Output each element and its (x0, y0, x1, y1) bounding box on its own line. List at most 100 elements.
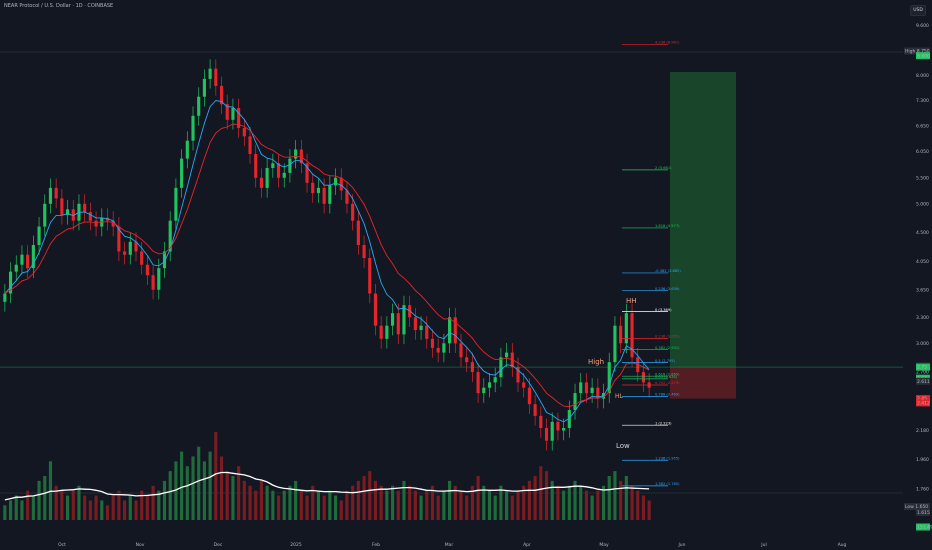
candle-down (351, 203, 355, 221)
volume-bar-down (641, 495, 646, 520)
volume-bar-down (88, 500, 92, 520)
volume-bar-down (345, 490, 349, 520)
candle-down (596, 387, 600, 399)
volume-bar-up (487, 490, 492, 520)
candle-up (66, 209, 70, 215)
volume-bar-down (254, 490, 258, 520)
y-tick-label: 3.000 (916, 341, 929, 347)
volume-bar-down (647, 500, 651, 520)
candle-up (493, 377, 497, 383)
price-axis (903, 0, 932, 550)
fib-label: 2 (5.661) (655, 166, 672, 170)
price-label-text: 8.600 (917, 53, 930, 59)
volume-bar-up (202, 461, 206, 520)
candle-down (522, 382, 526, 388)
candle-down (26, 254, 30, 269)
volume-bar-up (573, 480, 577, 520)
price-label-text: 1.615 (917, 510, 930, 516)
candle-down (544, 428, 549, 441)
volume-bar-down (430, 485, 435, 520)
candle-down (54, 187, 58, 199)
candle-up (562, 428, 566, 431)
ema-slow-line (4, 123, 650, 408)
fib-label: 1.236 (1.955) (655, 456, 680, 460)
candle-up (180, 158, 184, 188)
y-tick-label: 5.000 (916, 201, 929, 207)
volume-bar-up (191, 456, 195, 520)
volume-bar-down (544, 471, 549, 520)
volume-bar-up (180, 451, 184, 520)
volume-bar-up (271, 490, 275, 520)
candle-down (396, 313, 400, 335)
price-label-text: 2.45 (917, 396, 927, 402)
volume-bar-up (3, 505, 7, 520)
candle-down (88, 212, 92, 221)
y-tick-label: 2.700 (916, 370, 929, 376)
volume-bar-down (225, 471, 229, 520)
candle-up (442, 343, 446, 353)
fib-label: 1 (2.223) (655, 421, 672, 425)
candle-down (356, 220, 360, 245)
volume-bar-up (613, 471, 617, 520)
fib-label: 0.5 (2.795) (655, 359, 676, 363)
volume-bar-up (14, 495, 18, 520)
price-label-text: 2.412 (917, 400, 930, 406)
candle-up (613, 325, 617, 363)
candle-down (516, 367, 520, 383)
candle-down (465, 357, 469, 363)
volume-bar-up (328, 490, 332, 520)
volume-bar-down (413, 490, 417, 520)
candle-down (339, 177, 343, 191)
candle-up (607, 362, 611, 394)
candle-down (362, 244, 366, 258)
volume-bar-down (373, 480, 378, 520)
volume-bar-up (505, 490, 509, 520)
volume-bar-down (276, 495, 281, 520)
candle-down (145, 264, 149, 276)
fib-label: 0.382 (2.931) (655, 346, 680, 350)
candle-down (214, 68, 218, 86)
volume-bar-up (100, 500, 104, 520)
candle-up (385, 325, 389, 339)
volume-bar-up (567, 485, 571, 520)
candle-up (48, 187, 53, 204)
candle-down (305, 163, 309, 183)
candle-down (219, 85, 224, 105)
x-tick-label: Jun (677, 542, 685, 548)
currency-button[interactable]: USD (910, 5, 926, 16)
candle-down (556, 421, 560, 431)
volume-bar-up (8, 500, 13, 520)
volume-bar-down (630, 485, 634, 520)
volume-bar-down (123, 500, 127, 520)
candle-up (231, 108, 235, 120)
volume-bar-down (94, 495, 98, 520)
volume-bar-up (162, 480, 167, 520)
y-tick-label: 3.650 (916, 287, 929, 293)
fib-levels: 4.236 (8.961) 2 (5.661) 1.618 (4.577) -0.38… (622, 41, 681, 487)
y-tick-label: 1.960 (916, 457, 929, 463)
volume-bar-down (339, 500, 343, 520)
y-tick-label: 1.760 (916, 486, 929, 492)
candle-down (134, 241, 138, 252)
price-label-box (916, 363, 930, 371)
candle-up (482, 387, 486, 394)
volume-bar-up (385, 490, 389, 520)
candle-down (94, 220, 98, 227)
candle-down (111, 220, 115, 227)
candle-up (168, 220, 172, 252)
candle-up (624, 313, 628, 344)
price-label-text: 151.49K (917, 525, 932, 531)
candle-up (174, 187, 178, 221)
candle-up (294, 149, 298, 159)
candle-up (37, 226, 41, 245)
y-tick-label: 7.300 (916, 98, 929, 104)
fib-label: 0.236 (3.639) (655, 287, 680, 291)
candle-up (391, 313, 395, 326)
candle-down (299, 149, 303, 164)
price-label-box (916, 399, 930, 407)
price-label-text: 2.75 (917, 365, 927, 371)
candle-up (333, 177, 338, 186)
candle-up (202, 78, 206, 97)
volume-bar-down (556, 485, 560, 520)
